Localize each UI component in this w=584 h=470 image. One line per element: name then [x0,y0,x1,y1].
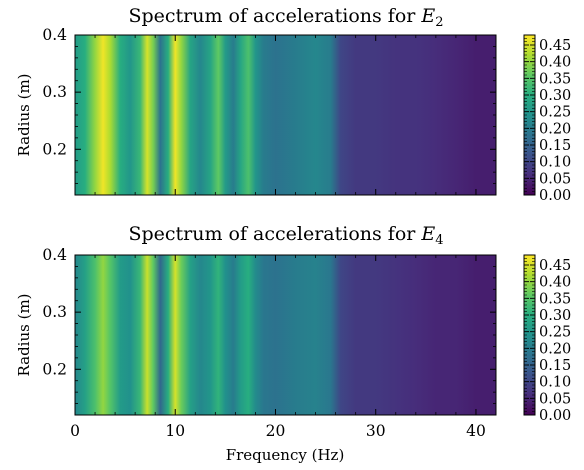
colorbar-tick-label: 0.15 [539,358,571,374]
colorbar-tick-label: 0.10 [539,375,571,391]
colorbar-tick-label: 0.45 [539,258,571,274]
heatmap-e2 [75,35,496,195]
colorbar-tick-label: 0.45 [539,38,571,54]
colorbar-tick-label: 0.05 [539,391,571,407]
x-axis-e2 [74,35,497,195]
colorbar-tick-label: 0.40 [539,55,571,71]
colorbar-tick-label: 0.00 [539,408,571,424]
x-tick-label: 20 [266,422,286,440]
colorbar-ticks-e4: 0.000.050.100.150.200.250.300.350.400.45 [524,258,571,424]
y-axis-e2: 0.2 0.3 0.4 [42,26,496,196]
y-tick-label: 0.2 [42,360,67,378]
colorbar-tick-label: 0.25 [539,105,571,121]
colorbar-ticks-e2: 0.000.050.100.150.200.250.300.350.400.45 [524,38,571,204]
colorbar-tick-label: 0.35 [539,71,571,87]
colorbar-tick-label: 0.20 [539,121,571,137]
colorbar-tick-label: 0.00 [539,188,571,204]
y-tick-label: 0.2 [42,140,67,158]
colorbar-tick-label: 0.05 [539,171,571,187]
x-axis-e4: 0 10 20 30 40 [70,255,497,440]
colorbar-tick-label: 0.40 [539,275,571,291]
colorbar-tick-label: 0.10 [539,155,571,171]
y-tick-label: 0.4 [42,246,67,264]
y-axis-e4: 0.2 0.3 0.4 [42,246,496,416]
x-tick-label: 30 [366,422,386,440]
y-tick-label: 0.3 [42,83,67,101]
colorbar-tick-label: 0.15 [539,138,571,154]
x-tick-label: 40 [466,422,486,440]
colorbar-tick-label: 0.30 [539,308,571,324]
heatmap-e4 [75,255,496,415]
colorbar-tick-label: 0.25 [539,325,571,341]
colorbar-tick-label: 0.30 [539,88,571,104]
panel-title-e4: Spectrum of accelerations for E4 [128,223,443,248]
x-axis-label: Frequency (Hz) [226,446,345,464]
x-tick-label: 10 [165,422,185,440]
panel-e4: Spectrum of accelerations for E4 0 10 20 30… [15,223,571,464]
y-tick-label: 0.4 [42,26,67,44]
y-axis-label-e4: Radius (m) [15,293,33,376]
colorbar-tick-label: 0.20 [539,341,571,357]
panel-e2: Spectrum of accelerations for E2 0.20.30… [15,5,571,204]
colorbar-tick-label: 0.35 [539,291,571,307]
y-axis-label-e2: Radius (m) [15,73,33,156]
y-tick-label: 0.3 [42,303,67,321]
x-tick-label: 0 [70,422,80,440]
panel-title-e2: Spectrum of accelerations for E2 [128,5,443,30]
